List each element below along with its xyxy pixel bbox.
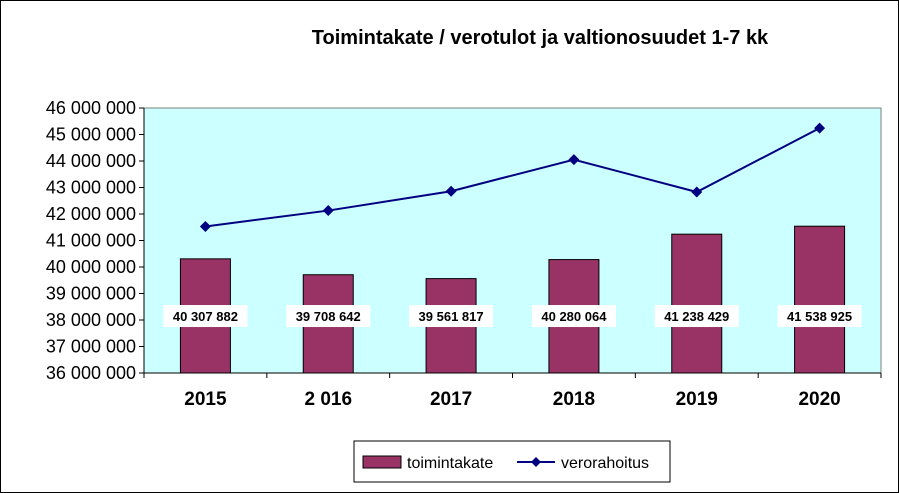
y-tick-label: 39 000 000 <box>46 284 136 304</box>
chart-title: Toimintakate / verotulot ja valtionosuud… <box>312 27 769 49</box>
legend-marker-verorahoitus <box>531 457 541 467</box>
y-tick-label: 37 000 000 <box>46 337 136 357</box>
legend-label-verorahoitus: verorahoitus <box>561 455 649 472</box>
legend-swatch-toimintakate <box>362 455 402 469</box>
y-tick-label: 41 000 000 <box>46 231 136 251</box>
data-labels-group: 40 307 882 39 708 642 39 561 817 40 280 064… <box>163 305 862 328</box>
data-label: 40 307 882 <box>173 309 238 324</box>
x-tick-label: 2 016 <box>304 389 352 410</box>
bar <box>671 233 723 374</box>
data-label-background <box>777 305 862 328</box>
x-tick-label: 2020 <box>798 389 840 410</box>
line-verorahoitus <box>205 127 821 228</box>
data-label: 41 238 429 <box>664 309 729 324</box>
data-label-background <box>531 305 616 328</box>
line-point <box>691 186 703 198</box>
y-tick-label: 42 000 000 <box>46 204 136 224</box>
y-tick-label: 45 000 000 <box>46 125 136 145</box>
legend-label-toimintakate: toimintakate <box>407 455 493 472</box>
data-label: 41 538 925 <box>787 309 852 324</box>
data-label: 39 561 817 <box>419 309 484 324</box>
y-axis: 36 000 000 37 000 000 38 000 000 39 000 000… <box>46 98 145 383</box>
bar <box>794 225 846 374</box>
x-axis: 2015 2 016 2017 2018 2019 2020 <box>143 372 882 410</box>
data-label-background <box>163 305 248 328</box>
y-tick-label: 46 000 000 <box>46 98 136 118</box>
y-tick-label: 44 000 000 <box>46 151 136 171</box>
y-tick-label: 43 000 000 <box>46 178 136 198</box>
data-label-background <box>286 305 371 328</box>
x-tick-label: 2015 <box>184 389 227 410</box>
line-point <box>814 122 826 134</box>
line-point <box>322 205 334 217</box>
legend-box <box>353 440 671 483</box>
y-tick-label: 40 000 000 <box>46 257 136 277</box>
x-tick-label: 2017 <box>430 389 472 410</box>
line-point <box>199 220 211 232</box>
legend: toimintakate verorahoitus <box>353 440 671 483</box>
x-tick-label: 2019 <box>676 389 718 410</box>
data-label-background <box>409 305 494 328</box>
data-label: 39 708 642 <box>296 309 361 324</box>
data-label: 40 280 064 <box>541 309 607 324</box>
y-tick-label: 36 000 000 <box>46 363 136 383</box>
line-point <box>445 185 457 197</box>
data-label-background <box>654 305 739 328</box>
y-tick-label: 38 000 000 <box>46 310 136 330</box>
line-series-group <box>199 122 826 232</box>
plot-area <box>143 107 882 374</box>
x-tick-label: 2018 <box>553 389 595 410</box>
line-point <box>568 154 580 166</box>
